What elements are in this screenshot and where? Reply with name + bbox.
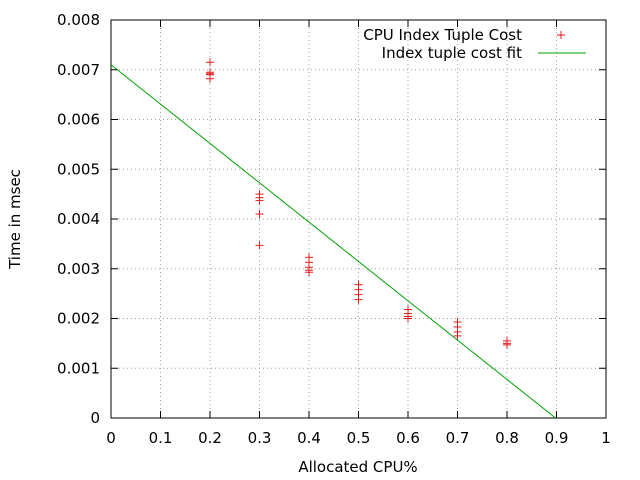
x-tick-label: 0.8 [495,429,519,447]
x-tick-label: 0.2 [198,429,222,447]
x-tick-label: 0.1 [149,429,173,447]
y-tick-label: 0.007 [57,61,100,79]
y-axis-label: Time in msec [6,169,24,270]
data-point [206,58,214,67]
x-axis-label: Allocated CPU% [298,458,417,476]
axis-ticks [110,19,607,419]
data-point [206,74,214,83]
y-tick-label: 0 [90,409,100,427]
y-tick-label: 0.005 [57,160,100,178]
x-tick-label: 0.9 [545,429,569,447]
y-tick-label: 0.001 [57,359,100,377]
legend-label-index-tuple-cost-fit: Index tuple cost fit [382,44,522,62]
legend: CPU Index Tuple Cost Index tuple cost fi… [363,26,586,62]
data-point [305,268,313,277]
legend-label-cpu-index-tuple-cost: CPU Index Tuple Cost [363,26,522,44]
data-point [453,331,462,340]
x-tick-label: 0.6 [396,429,420,447]
grid-lines [111,20,606,418]
data-point [255,210,264,219]
y-tick-label: 0.006 [57,111,100,129]
x-tick-label: 0.3 [248,429,272,447]
data-point [354,295,363,304]
data-point [255,196,264,205]
fit-line [110,64,556,419]
y-tick-label: 0.002 [57,310,100,328]
data-point [404,314,412,323]
y-tick-labels: 0 0.001 0.002 0.003 0.004 0.005 0.006 0.007 0.00… [57,11,100,427]
x-tick-labels: 0 0.1 0.2 0.3 0.4 0.5 0.6 0.7 0.8 0.9 1 [106,429,611,447]
legend-marker-plus [557,31,565,39]
y-tick-label: 0.008 [57,11,100,29]
point-series [206,58,511,349]
x-tick-label: 0.4 [297,429,321,447]
x-tick-label: 0.7 [446,429,470,447]
data-point [503,340,511,349]
x-tick-label: 1 [601,429,611,447]
series-layer [110,58,556,419]
x-tick-label: 0 [106,429,116,447]
y-tick-label: 0.004 [57,210,100,228]
y-tick-label: 0.003 [57,260,100,278]
x-tick-label: 0.5 [347,429,371,447]
data-point [255,241,264,250]
